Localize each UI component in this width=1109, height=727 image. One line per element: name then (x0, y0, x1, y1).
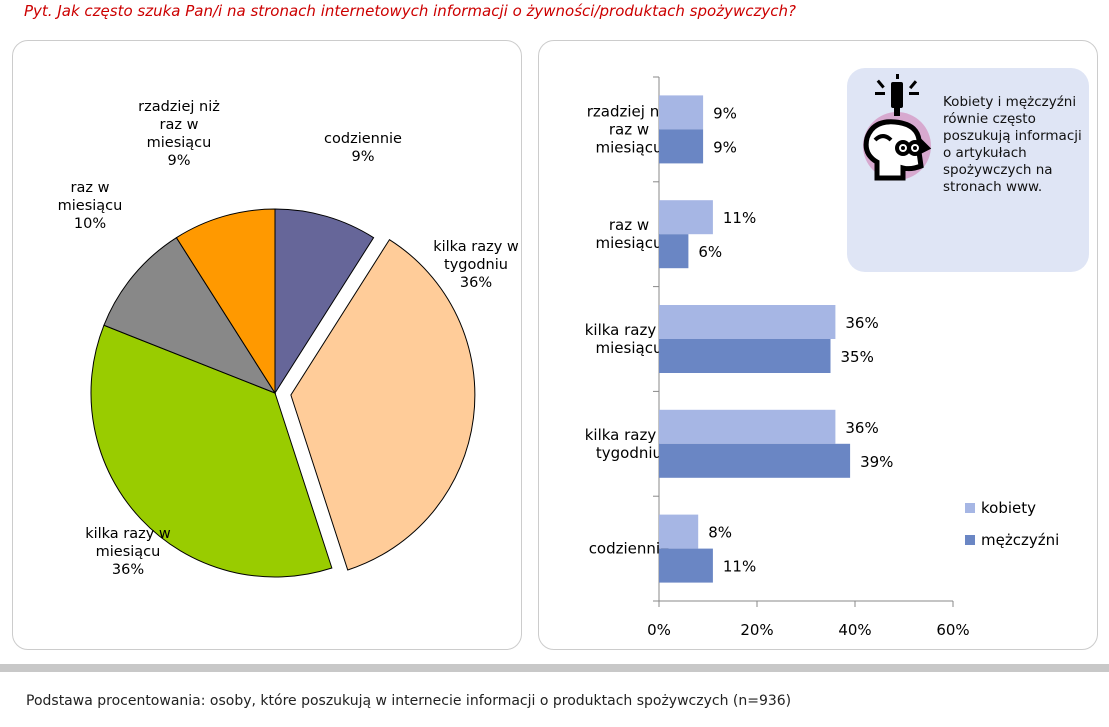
legend-label: mężczyźni (981, 531, 1059, 549)
note-text: Kobiety i mężczyźni równie często poszuk… (943, 94, 1082, 195)
pie-slice-label: kilka razy w miesiącu 36% (85, 526, 171, 578)
question-title: Pyt. Jak często szuka Pan/i na stronach … (24, 2, 796, 20)
pie-chart-panel: codziennie 9% kilka razy w tygodniu 36% kilka… (12, 40, 522, 650)
bar-value-label: 9% (713, 138, 737, 156)
x-tick-label: 40% (838, 621, 871, 639)
pie-slice (175, 208, 276, 395)
bar-value-label: 8% (708, 524, 732, 542)
bar-mezczyzni (659, 548, 713, 583)
legend-swatch (965, 503, 975, 513)
x-tick-label: 20% (740, 621, 773, 639)
pie-slice-label: raz w miesiącu 10% (58, 180, 123, 232)
pie-slice (90, 324, 333, 578)
pie-slice (103, 236, 277, 395)
footer-note: Podstawa procentowania: osoby, które pos… (26, 693, 792, 709)
category-label: codziennie (589, 540, 670, 558)
x-tick-label: 60% (936, 621, 969, 639)
category-label: raz w miesiącu (596, 216, 663, 252)
pie-slice-label: rzadziej niż raz w miesiącu 9% (138, 99, 220, 169)
pie-chart: codziennie 9% kilka razy w tygodniu 36% kilka… (58, 99, 519, 578)
bar-mezczyzni (659, 443, 851, 478)
bar-value-label: 11% (723, 558, 756, 576)
bar-kobiety (659, 305, 836, 339)
bar-mezczyzni (659, 234, 689, 269)
bar-mezczyzni (659, 129, 704, 164)
bar-mezczyzni (659, 339, 831, 373)
legend-label: kobiety (981, 499, 1036, 517)
bar-value-label: 11% (723, 209, 756, 227)
pie-slice (290, 238, 476, 571)
category-label: rzadziej niż raz w miesiącu (587, 102, 672, 156)
x-tick-label: 0% (647, 621, 671, 639)
bar-kobiety (659, 409, 836, 444)
divider (0, 664, 1109, 672)
bar-value-label: 6% (698, 243, 722, 261)
bar-kobiety (659, 514, 699, 549)
legend-swatch (965, 535, 975, 545)
bar-value-label: 36% (845, 419, 878, 437)
pie-slice-label: codziennie 9% (324, 131, 402, 165)
lightbulb-head-icon (863, 74, 932, 181)
category-label: kilka razy w miesiącu (585, 321, 674, 357)
bar-value-label: 9% (713, 104, 737, 122)
bar-kobiety (659, 95, 704, 130)
bar-value-label: 39% (860, 453, 893, 471)
pie-slice (274, 208, 375, 395)
bar-kobiety (659, 200, 713, 235)
bar-chart: 0% 20% 40% 60% rzadziej niż raz w miesiącu 9% 9%… (585, 76, 1059, 639)
bar-value-label: 36% (845, 314, 878, 332)
note-box: Kobiety i mężczyźni równie często poszuk… (847, 68, 1089, 272)
pie-slice-label: kilka razy w tygodniu 36% (433, 239, 519, 291)
bar-value-label: 35% (841, 348, 874, 366)
category-label: kilka razy w tygodniu (585, 426, 674, 462)
